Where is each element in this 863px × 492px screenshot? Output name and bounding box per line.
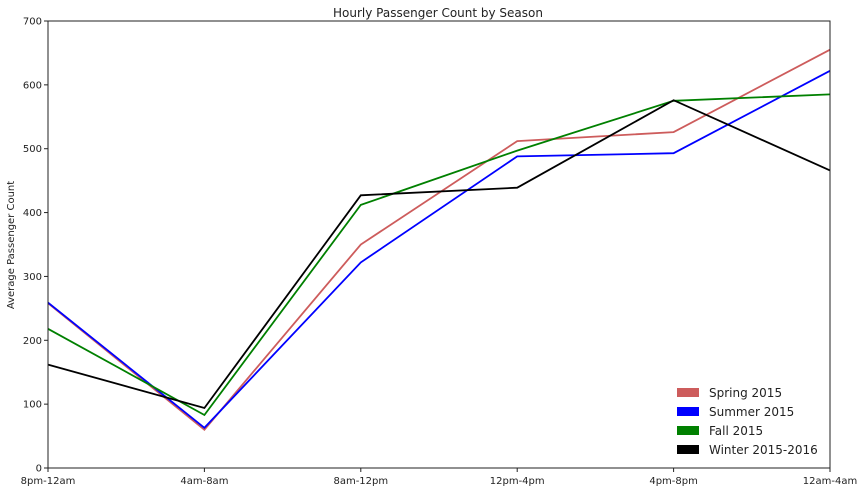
x-tick-label: 8pm-12am	[21, 476, 76, 487]
y-tick-label: 100	[23, 400, 42, 411]
y-tick-label: 300	[23, 272, 42, 283]
y-tick-label: 500	[23, 144, 42, 155]
y-tick-label: 200	[23, 336, 42, 347]
legend: Spring 2015 Summer 2015 Fall 2015 Winter 20…	[677, 386, 818, 457]
x-tick-label: 12pm-4pm	[490, 476, 545, 487]
y-tick-label: 700	[23, 17, 42, 28]
plot-area: 0 100 200 300 400 500 600 700 8pm-12am 4am-8am 8am…	[21, 17, 858, 488]
series-line-summer-2015	[47, 70, 831, 430]
x-tick-label: 12am-4am	[803, 476, 857, 487]
legend-label: Summer 2015	[709, 405, 794, 419]
series-line-winter-2015-2016	[47, 99, 831, 410]
y-tick-label: 600	[23, 80, 42, 91]
series-line-spring-2015	[47, 48, 831, 431]
plot-frame	[47, 20, 831, 469]
chart-title: Hourly Passenger Count by Season	[333, 6, 543, 20]
y-tick-label: 400	[23, 208, 42, 219]
legend-swatch	[677, 426, 699, 435]
series-line-fall-2015	[47, 93, 831, 417]
legend-label: Spring 2015	[709, 386, 782, 400]
legend-swatch	[677, 407, 699, 416]
y-tick-label: 0	[36, 464, 42, 475]
legend-swatch	[677, 445, 699, 454]
legend-swatch	[677, 388, 699, 397]
y-axis-label: Average Passenger Count	[6, 181, 17, 309]
legend-label: Winter 2015-2016	[709, 443, 818, 457]
legend-label: Fall 2015	[709, 424, 763, 438]
x-tick-label: 8am-12pm	[333, 476, 388, 487]
x-tick-label: 4am-8am	[180, 476, 228, 487]
x-tick-label: 4pm-8pm	[649, 476, 698, 487]
